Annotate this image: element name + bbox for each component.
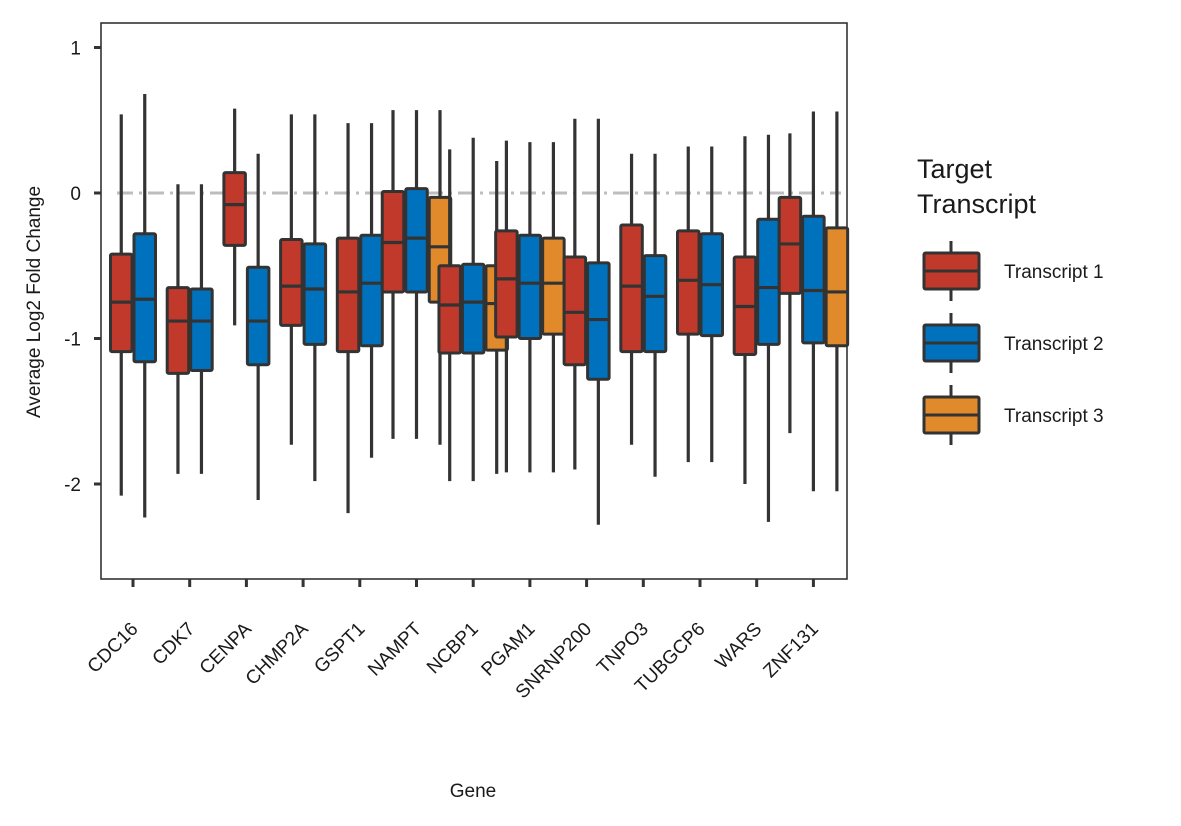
box-transcript-2 [404, 187, 429, 294]
y-tick-label: 0 [70, 184, 81, 205]
x-tick-label: CDC16 [84, 619, 143, 678]
box-transcript-2 [460, 262, 486, 355]
box-group-cdk7 [165, 184, 214, 474]
box-transcript-2 [642, 254, 668, 354]
box-transcript-1 [676, 229, 701, 336]
legend-item-transcript-1: Transcript 1 [922, 241, 1104, 301]
legend-title: Transcript [917, 189, 1037, 219]
x-tick-label: NAMPT [364, 618, 426, 680]
y-tick-label: -1 [64, 330, 81, 351]
legend-label: Transcript 3 [1004, 406, 1104, 427]
legend-label: Transcript 2 [1004, 334, 1104, 355]
box-transcript-1 [222, 171, 247, 247]
box-transcript-1 [437, 264, 462, 355]
x-tick-label: CHMP2A [242, 618, 313, 689]
box-group-pgam1 [494, 140, 566, 473]
legend-title: Target [917, 154, 993, 184]
box-group-tubgcp6 [676, 146, 724, 463]
legend-label: Transcript 1 [1004, 262, 1104, 283]
box-transcript-2 [517, 233, 543, 341]
legend-item-transcript-2: Transcript 2 [922, 313, 1104, 373]
x-axis-title: Gene [450, 781, 496, 802]
box-transcript-2 [302, 242, 328, 346]
box-group-snrnp200 [562, 118, 611, 525]
x-tick-label: ZNF131 [760, 619, 823, 682]
box-transcript-2 [801, 214, 826, 345]
box-group-cdc16 [109, 94, 157, 518]
plot-area [100, 22, 850, 580]
box-group-wars [732, 134, 781, 522]
box-transcript-2 [245, 265, 271, 367]
y-axis: 1 0 -1 -2 [64, 39, 101, 496]
box-group-gspt1 [335, 123, 384, 514]
y-tick-label: 1 [70, 39, 81, 60]
box-transcript-1 [494, 229, 519, 339]
box-group-cenpa [222, 108, 271, 501]
y-tick-label: -2 [64, 475, 81, 496]
box-group-tnpo3 [619, 153, 668, 477]
legend-item-transcript-3: Transcript 3 [922, 385, 1104, 445]
box-group-chmp2a [279, 114, 328, 482]
box-transcript-1 [279, 238, 304, 327]
box-transcript-2 [189, 287, 214, 373]
box-transcript-3 [824, 226, 850, 348]
box-transcript-1 [165, 286, 191, 375]
box-transcript-2 [756, 217, 781, 346]
legend: Target Transcript Transcript 1 Transcript 2… [917, 154, 1104, 445]
box-transcript-3 [541, 236, 566, 336]
x-tick-label: NCBP1 [423, 619, 483, 679]
x-axis: CDC16 CDK7CENPACHMP2AGSPT1NAMPTNCBP1PGAM1… [84, 579, 823, 703]
box-group-znf131 [777, 111, 850, 492]
box-transcript-2 [359, 233, 384, 348]
box-transcript-1 [335, 236, 361, 354]
box-transcript-1 [619, 223, 644, 354]
x-tick-label: CDK7 [149, 619, 200, 670]
x-tick-label: WARS [712, 619, 767, 674]
x-tick-label: GSPT1 [310, 619, 369, 678]
y-axis-title: Average Log2 Fold Change [24, 186, 45, 418]
